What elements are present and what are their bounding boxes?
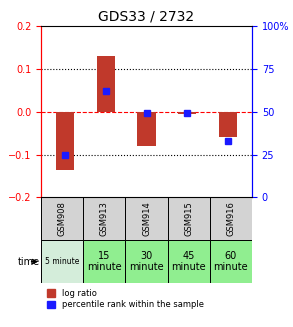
Title: GDS33 / 2732: GDS33 / 2732 [98, 9, 195, 24]
Bar [137, 112, 156, 146]
FancyBboxPatch shape [168, 240, 210, 283]
FancyBboxPatch shape [168, 198, 210, 240]
Bar [219, 112, 237, 137]
FancyBboxPatch shape [210, 240, 252, 283]
Text: GSM908: GSM908 [58, 201, 67, 236]
Text: 30
minute: 30 minute [129, 251, 164, 272]
Text: GSM916: GSM916 [226, 201, 235, 236]
FancyBboxPatch shape [83, 240, 125, 283]
FancyBboxPatch shape [83, 198, 125, 240]
FancyBboxPatch shape [41, 198, 83, 240]
Text: GSM914: GSM914 [142, 201, 151, 236]
Text: GSM913: GSM913 [100, 201, 109, 236]
Bar [97, 56, 115, 112]
Bar [178, 112, 196, 114]
FancyBboxPatch shape [41, 240, 83, 283]
Bar [56, 112, 74, 170]
FancyBboxPatch shape [125, 198, 168, 240]
Text: 60
minute: 60 minute [214, 251, 248, 272]
Text: 45
minute: 45 minute [171, 251, 206, 272]
Text: GSM915: GSM915 [184, 201, 193, 236]
Legend: log ratio, percentile rank within the sample: log ratio, percentile rank within the sa… [45, 287, 205, 311]
Text: 15
minute: 15 minute [87, 251, 122, 272]
Text: time: time [18, 257, 40, 267]
FancyBboxPatch shape [125, 240, 168, 283]
Text: 5 minute: 5 minute [45, 257, 79, 266]
FancyBboxPatch shape [210, 198, 252, 240]
